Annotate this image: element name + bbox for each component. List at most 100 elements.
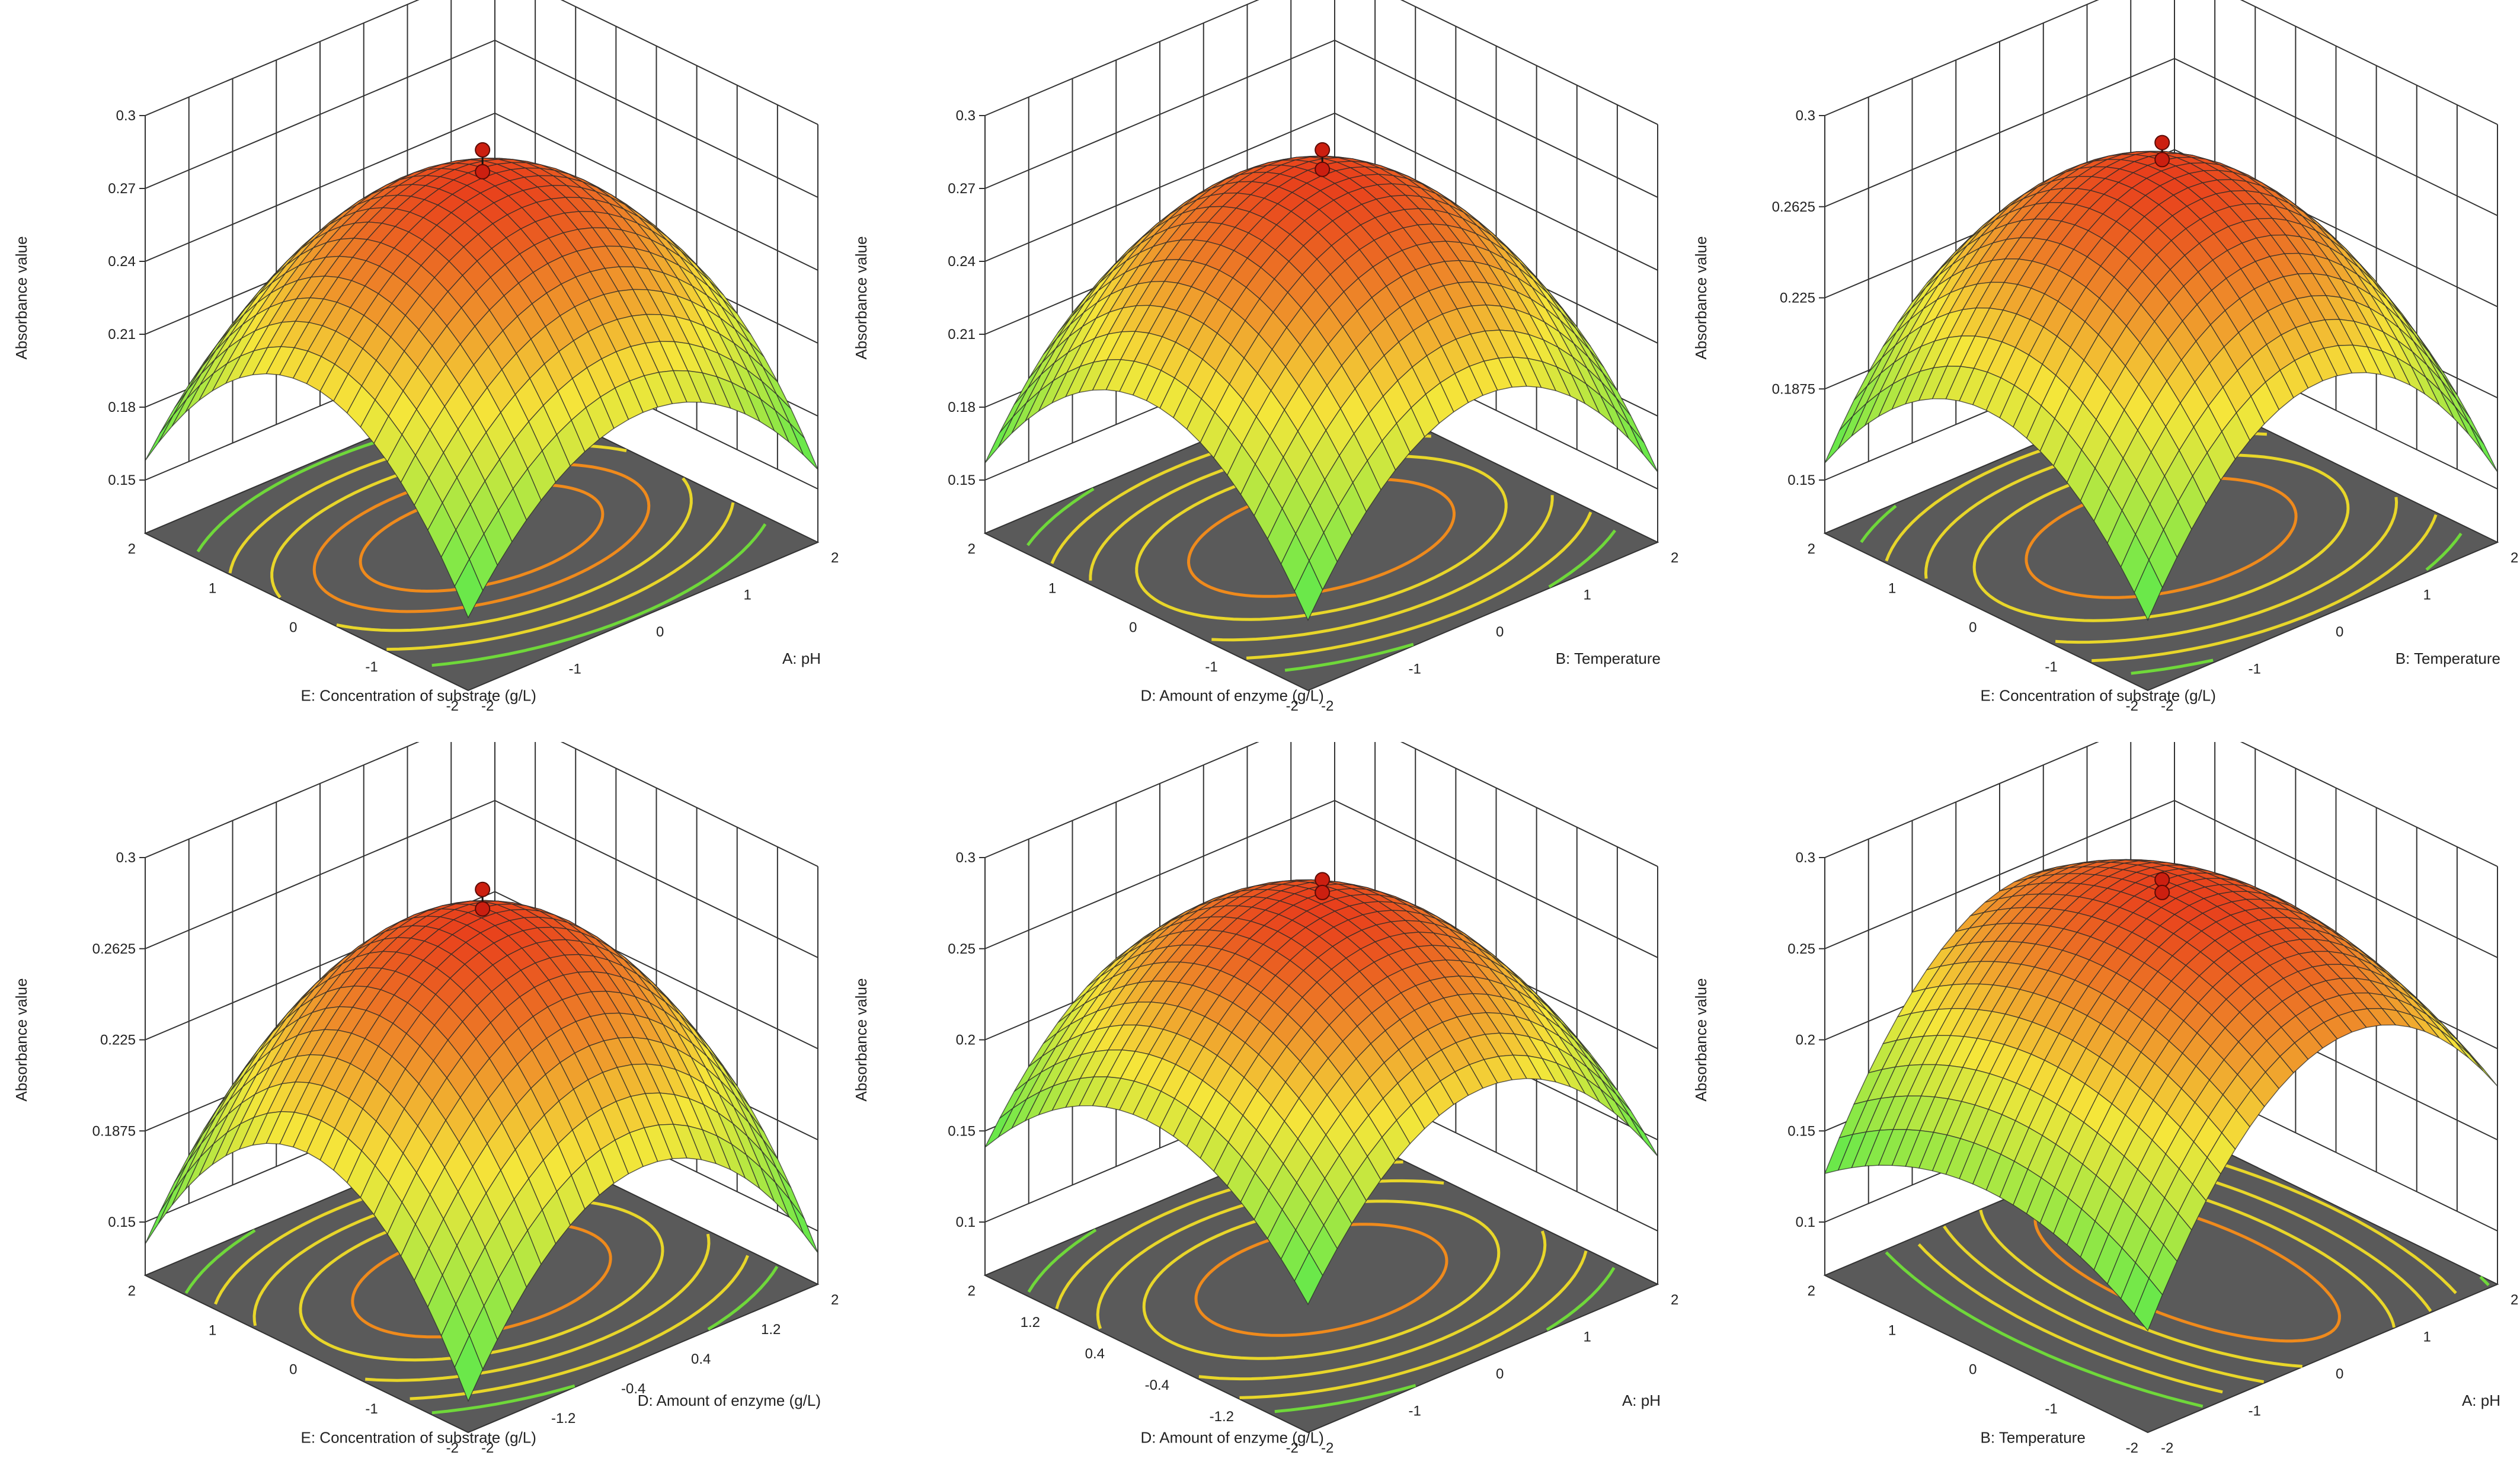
- surface-plot-4: 0.15 0.1875 0.225 0.2625 0.3 Absorbance value…: [0, 742, 840, 1484]
- z-axis-label: Absorbance value: [1692, 236, 1710, 359]
- y-tick-label: -1: [1205, 659, 1217, 675]
- y-tick-label: 2: [968, 541, 976, 557]
- y-tick-label: 2: [1808, 1283, 1815, 1299]
- x-tick-label: 1: [1584, 1329, 1591, 1345]
- wall-hline: [1824, 57, 2175, 207]
- design-point: [475, 901, 491, 917]
- x-tick-label: 0: [656, 624, 664, 640]
- z-tick-label: 0.15: [948, 472, 976, 488]
- surface-facet: [1629, 1116, 1658, 1157]
- y-tick-label: -1: [2045, 1401, 2057, 1417]
- wall-hline: [560, 742, 818, 867]
- y-tick-label: 2: [1808, 541, 1815, 557]
- surface-facet: [2134, 1277, 2163, 1332]
- y-tick-label: -2: [1286, 1440, 1299, 1456]
- x-tick-label: 2: [831, 550, 839, 566]
- z-tick-label: 0.3: [956, 850, 976, 866]
- wall-hline: [145, 40, 495, 189]
- x-tick-label: -1: [2249, 1403, 2261, 1419]
- surface-plot-2-svg: 0.15 0.18 0.21 0.24 0.27 0.3 Absorbance value -…: [852, 0, 1678, 714]
- y-tick-label: 0: [1969, 620, 1977, 636]
- surface-facet: [2469, 424, 2498, 472]
- y-tick-label: -0.4: [1145, 1377, 1169, 1393]
- wall-hline: [1824, 742, 2099, 858]
- design-point: [1315, 142, 1331, 158]
- z-tick-label: 0.2: [956, 1032, 976, 1048]
- surface-facet: [454, 558, 484, 619]
- wall-hline: [494, 799, 818, 958]
- z-tick-label: 0.15: [1787, 472, 1815, 488]
- x-tick-label: -2: [481, 1440, 494, 1456]
- x-tick-label: -0.4: [621, 1381, 645, 1397]
- z-tick-label: 0.15: [1787, 1123, 1815, 1139]
- surface-plot-1: 0.15 0.18 0.21 0.24 0.27 0.3 Absorbance value -…: [0, 0, 840, 742]
- x-tick-label: 0: [2336, 624, 2343, 640]
- wall-hline: [494, 40, 818, 198]
- response-surface: [1824, 859, 2498, 1332]
- wall-hline: [1334, 113, 1658, 271]
- y-tick-label: 0: [289, 1362, 297, 1378]
- x-axis-label: A: pH: [1622, 1392, 1661, 1409]
- x-tick-label: 0: [1496, 624, 1504, 640]
- design-point: [2154, 135, 2170, 151]
- y-tick-label: -2: [2126, 698, 2138, 714]
- y-tick-label: 0: [289, 620, 297, 636]
- surface-facet: [2134, 559, 2163, 621]
- surface-facet: [158, 398, 187, 443]
- y-tick-label: -1: [365, 659, 378, 675]
- z-tick-label: 0.225: [1780, 290, 1815, 306]
- y-tick-label: 1.2: [1021, 1315, 1040, 1331]
- wall-hline: [1400, 742, 1658, 867]
- x-tick-label: 1: [1584, 587, 1591, 603]
- z-tick-label: 0.27: [108, 181, 136, 197]
- surface-facet: [2439, 1029, 2469, 1058]
- z-tick-label: 0.21: [108, 327, 136, 343]
- x-tick-label: 2: [2511, 1292, 2518, 1308]
- x-tick-label: -2: [481, 698, 494, 714]
- y-axis-label: D: Amount of enzyme (g/L): [1141, 687, 1324, 705]
- surface-plot-2: 0.15 0.18 0.21 0.24 0.27 0.3 Absorbance value -…: [840, 0, 1680, 742]
- wall-hline: [145, 799, 495, 949]
- x-tick-label: 0.4: [691, 1351, 711, 1367]
- z-tick-label: 0.21: [948, 327, 976, 343]
- x-tick-label: -2: [2161, 698, 2173, 714]
- surface-plot-3-svg: 0.15 0.1875 0.225 0.2625 0.3 Absorbance value…: [1692, 0, 2518, 714]
- design-point: [475, 142, 491, 158]
- z-axis-label: Absorbance value: [1692, 978, 1710, 1101]
- y-axis-label: E: Concentration of substrate (g/L): [301, 687, 536, 705]
- x-tick-label: -1: [1409, 1403, 1421, 1419]
- z-tick-label: 0.3: [1796, 850, 1815, 866]
- surface-facet: [454, 1334, 484, 1402]
- z-tick-label: 0.27: [948, 181, 976, 197]
- design-point: [475, 164, 491, 180]
- response-surface: [1824, 151, 2498, 621]
- y-axis-label: B: Temperature: [1981, 1429, 2086, 1447]
- y-tick-label: 1: [209, 1322, 216, 1338]
- y-tick-label: 1: [1888, 580, 1896, 596]
- wall-hline: [145, 113, 495, 262]
- x-tick-label: -1.2: [551, 1411, 575, 1427]
- wall-hline: [145, 0, 420, 116]
- y-tick-label: 0: [1129, 620, 1137, 636]
- y-tick-label: -2: [446, 698, 459, 714]
- surface-plot-1-svg: 0.15 0.18 0.21 0.24 0.27 0.3 Absorbance value -…: [12, 0, 839, 714]
- surface-facet: [1629, 424, 1658, 472]
- wall-hline: [984, 113, 1335, 262]
- wall-hline: [1824, 0, 2099, 116]
- response-surface: [145, 900, 818, 1402]
- design-point: [2154, 872, 2170, 888]
- y-tick-label: 2: [128, 541, 136, 557]
- z-tick-label: 0.3: [1796, 108, 1815, 124]
- x-tick-label: 2: [1671, 1292, 1678, 1308]
- z-axis-label: Absorbance value: [852, 236, 870, 359]
- x-tick-label: -1: [2249, 661, 2261, 677]
- x-axis-label: B: Temperature: [1556, 650, 1661, 667]
- design-point: [1315, 872, 1331, 888]
- z-tick-label: 0.3: [956, 108, 976, 124]
- z-tick-label: 0.18: [108, 399, 136, 415]
- z-tick-label: 0.1: [1796, 1214, 1815, 1230]
- wall-hline: [1334, 40, 1658, 198]
- x-tick-label: -2: [1321, 1440, 1333, 1456]
- z-tick-label: 0.2625: [1772, 199, 1815, 215]
